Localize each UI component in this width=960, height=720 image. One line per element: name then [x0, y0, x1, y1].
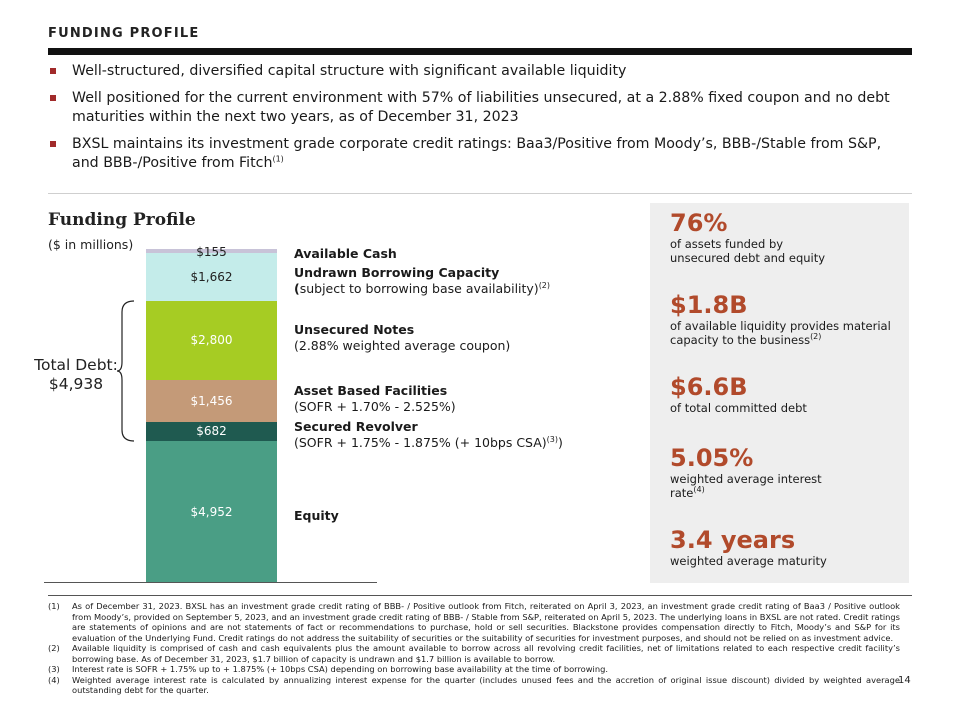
- footnote-item: (2) Available liquidity is comprised of c…: [48, 643, 900, 664]
- footnotes: (1) As of December 31, 2023. BXSL has an …: [48, 601, 900, 696]
- section-divider: [48, 193, 912, 194]
- total-debt-bracket: [116, 300, 135, 442]
- label-unsecured-notes: Unsecured Notes (2.88% weighted average c…: [294, 322, 511, 353]
- chart-baseline: [44, 582, 377, 583]
- bar-value-label: $155: [196, 245, 227, 259]
- label-equity: Equity: [294, 508, 339, 523]
- footnote-divider: [48, 595, 912, 596]
- bar-value-label: $682: [196, 424, 227, 439]
- bar-segment-available-cash: $155: [146, 245, 277, 259]
- bar-segment-secured-revolver: $682: [146, 421, 277, 442]
- bullet-text: BXSL maintains its investment grade corp…: [72, 136, 882, 171]
- stat-weighted-maturity: 3.4 years weighted average maturity: [670, 526, 827, 568]
- square-bullet-icon: [50, 141, 56, 147]
- page-number: 14: [898, 675, 911, 686]
- label-secured-revolver: Secured Revolver (SOFR + 1.75% - 1.875% (…: [294, 419, 563, 450]
- stat-unsecured-funding: 76% of assets funded by unsecured debt a…: [670, 209, 826, 265]
- bar-value-label: $4,952: [190, 504, 233, 519]
- label-available-cash: Available Cash: [294, 246, 397, 261]
- bar-segment-unsecured-notes: $2,800: [146, 300, 277, 381]
- bullet-text: Well positioned for the current environm…: [72, 90, 890, 125]
- bar-value-label: $2,800: [190, 333, 233, 348]
- chart-title: Funding Profile: [48, 210, 196, 230]
- square-bullet-icon: [50, 68, 56, 74]
- bullet-text: Well-structured, diversified capital str…: [72, 63, 627, 79]
- bar-segment-undrawn-borrowing-capacity: $1,662: [146, 253, 277, 301]
- bar-segment-equity: $4,952: [146, 441, 277, 582]
- page-title: FUNDING PROFILE: [48, 26, 200, 41]
- stat-interest-rate: 5.05% weighted average interest rate(4): [670, 444, 822, 500]
- bullet-item: Well-structured, diversified capital str…: [48, 62, 912, 81]
- stat-committed-debt: $6.6B of total committed debt: [670, 373, 807, 415]
- total-debt-label: Total Debt: $4,938: [34, 356, 118, 393]
- bar-value-label: $1,456: [190, 394, 233, 409]
- label-asset-based-facilities: Asset Based Facilities (SOFR + 1.70% - 2.…: [294, 383, 456, 414]
- square-bullet-icon: [50, 95, 56, 101]
- footnote-item: (4) Weighted average interest rate is cal…: [48, 674, 900, 696]
- footnote-item: (3) Interest rate is SOFR + 1.75% up to +…: [48, 664, 609, 674]
- key-points-list: Well-structured, diversified capital str…: [48, 62, 912, 181]
- footnote-item: (1) As of December 31, 2023. BXSL has an …: [48, 601, 900, 643]
- bullet-item: BXSL maintains its investment grade corp…: [48, 135, 912, 173]
- bullet-item: Well positioned for the current environm…: [48, 89, 912, 127]
- bar-value-label: $1,662: [190, 270, 233, 285]
- key-stats-panel: 76% of assets funded by unsecured debt a…: [650, 203, 909, 583]
- stat-available-liquidity: $1.8B of available liquidity provides ma…: [670, 291, 891, 347]
- chart-units: ($ in millions): [48, 237, 134, 252]
- header-rule: [48, 48, 912, 55]
- bar-segment-asset-based-facilities: $1,456: [146, 380, 277, 422]
- label-undrawn-capacity: Undrawn Borrowing Capacity (subject to b…: [294, 265, 551, 296]
- footnote-ref: (1): [272, 154, 284, 164]
